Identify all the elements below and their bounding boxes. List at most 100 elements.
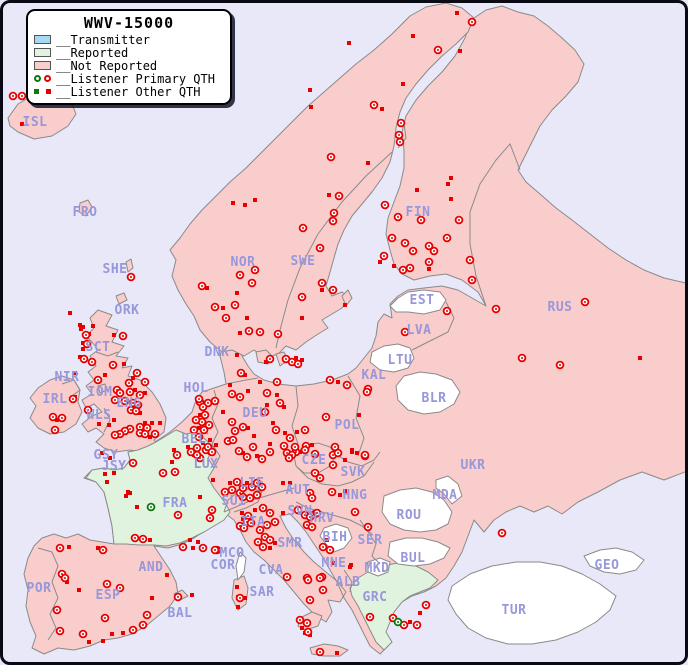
country-label-MNE: MNE — [322, 556, 347, 571]
region-bulgaria — [387, 537, 451, 567]
listener-primary-qth-marker — [302, 618, 312, 628]
listener-primary-qth-marker — [170, 467, 180, 477]
listener-primary-qth-marker — [200, 410, 210, 420]
listener-primary-qth-marker — [325, 375, 335, 385]
country-label-SHE: SHE — [103, 262, 128, 277]
country-label-EST: EST — [410, 293, 435, 308]
region-greece — [349, 561, 439, 651]
listener-primary-qth-marker — [315, 243, 325, 253]
listener-primary-qth-marker — [198, 543, 208, 553]
listener-primary-qth-marker — [255, 327, 265, 337]
listener-other-qth-marker — [65, 580, 69, 584]
border-nor-swe — [275, 151, 393, 349]
listener-other-qth-marker — [325, 538, 329, 542]
listener-other-qth-marker — [252, 434, 256, 438]
listener-primary-qth-marker — [238, 483, 248, 493]
border-nir — [61, 379, 81, 397]
listener-primary-qth-marker — [517, 353, 527, 363]
listener-primary-qth-marker — [285, 433, 295, 443]
listener-primary-qth-marker — [272, 377, 282, 387]
listener-primary-qth-marker — [497, 528, 507, 538]
listener-other-qth-marker — [264, 360, 268, 364]
country-label-BEL: BEL — [182, 432, 207, 447]
listener-primary-qth-marker — [265, 354, 275, 364]
listener-primary-qth-marker — [194, 394, 204, 404]
primary-qth-marker-icons — [34, 75, 51, 82]
listener-other-qth-marker — [208, 438, 212, 442]
listener-other-qth-marker — [211, 478, 215, 482]
listener-other-qth-marker — [196, 540, 200, 544]
listener-other-qth-marker — [143, 391, 147, 395]
listener-primary-qth-marker — [203, 442, 213, 452]
region-estonia — [389, 289, 447, 315]
listener-primary-qth-marker — [230, 426, 240, 436]
country-label-COR: COR — [211, 558, 236, 573]
country-label-LIE: LIE — [240, 476, 265, 491]
listener-primary-qth-marker — [275, 398, 285, 408]
green-ring-icon — [34, 75, 41, 82]
listener-primary-qth-marker — [227, 389, 237, 399]
listener-primary-qth-marker — [265, 508, 275, 518]
region-faroe — [78, 199, 93, 217]
legend-row-primary-qth: __Listener Primary QTH — [34, 72, 224, 85]
listener-other-qth-marker — [78, 355, 82, 359]
listener-primary-qth-marker — [317, 278, 327, 288]
listener-primary-qth-marker — [110, 395, 120, 405]
listener-primary-qth-marker — [396, 118, 406, 128]
listener-other-qth-marker — [449, 176, 453, 180]
country-label-ENG: ENG — [117, 396, 142, 411]
listener-primary-qth-marker — [128, 458, 138, 468]
listener-primary-qth-marker — [424, 257, 434, 267]
listener-other-qth-marker — [188, 538, 192, 542]
listener-primary-qth-marker — [328, 285, 338, 295]
listener-primary-qth-marker — [295, 615, 305, 625]
listener-other-qth-marker — [300, 316, 304, 320]
country-label-LVA: LVA — [407, 323, 432, 338]
listener-primary-qth-marker — [265, 447, 275, 457]
country-label-BUL: BUL — [401, 551, 426, 566]
region-ireland — [29, 375, 83, 435]
listener-primary-qth-marker — [307, 522, 317, 532]
listener-primary-qth-marker — [252, 478, 262, 488]
listener-other-qth-marker — [228, 383, 232, 387]
listener-other-qth-marker — [273, 541, 277, 545]
country-label-GRC: GRC — [363, 590, 388, 605]
legend-row-other-qth: __Listener Other QTH — [34, 85, 224, 98]
listener-primary-qth-marker — [83, 405, 93, 415]
country-label-CVA: CVA — [259, 563, 284, 578]
transmitter-swatch — [34, 35, 51, 44]
listener-primary-qth-marker — [328, 216, 338, 226]
border-svn-hrv — [295, 501, 373, 535]
listener-primary-qth-marker — [124, 378, 134, 388]
listener-other-qth-marker — [205, 286, 209, 290]
listener-primary-qth-marker — [125, 387, 135, 397]
listener-primary-qth-marker — [329, 208, 339, 218]
listener-primary-qth-marker — [580, 297, 590, 307]
listener-primary-qth-marker — [255, 525, 265, 535]
listener-primary-qth-marker — [128, 625, 138, 635]
legend-label-not-reported: __Not Reported — [56, 58, 158, 73]
listener-primary-qth-marker — [207, 505, 217, 515]
listener-primary-qth-marker — [293, 505, 303, 515]
listener-other-qth-marker — [228, 481, 232, 485]
listener-primary-qth-marker — [172, 450, 182, 460]
listener-other-qth-marker — [148, 538, 152, 542]
listener-primary-qth-marker — [442, 233, 452, 243]
listener-primary-qth-marker — [305, 595, 315, 605]
country-label-JSY: JSY — [102, 459, 127, 474]
country-label-ROU: ROU — [397, 508, 422, 523]
listener-other-qth-marker — [401, 82, 405, 86]
listener-primary-qth-marker — [330, 442, 340, 452]
listener-other-qth-marker — [122, 362, 126, 366]
country-label-FIN: FIN — [406, 205, 431, 220]
region-lithuania — [369, 343, 415, 373]
country-label-NIR: NIR — [55, 370, 80, 385]
listener-primary-qth-marker — [298, 223, 308, 233]
country-label-UKR: UKR — [461, 458, 486, 473]
listener-other-qth-marker — [150, 596, 154, 600]
listener-other-qth-marker — [97, 422, 101, 426]
listener-primary-qth-marker — [325, 545, 335, 555]
